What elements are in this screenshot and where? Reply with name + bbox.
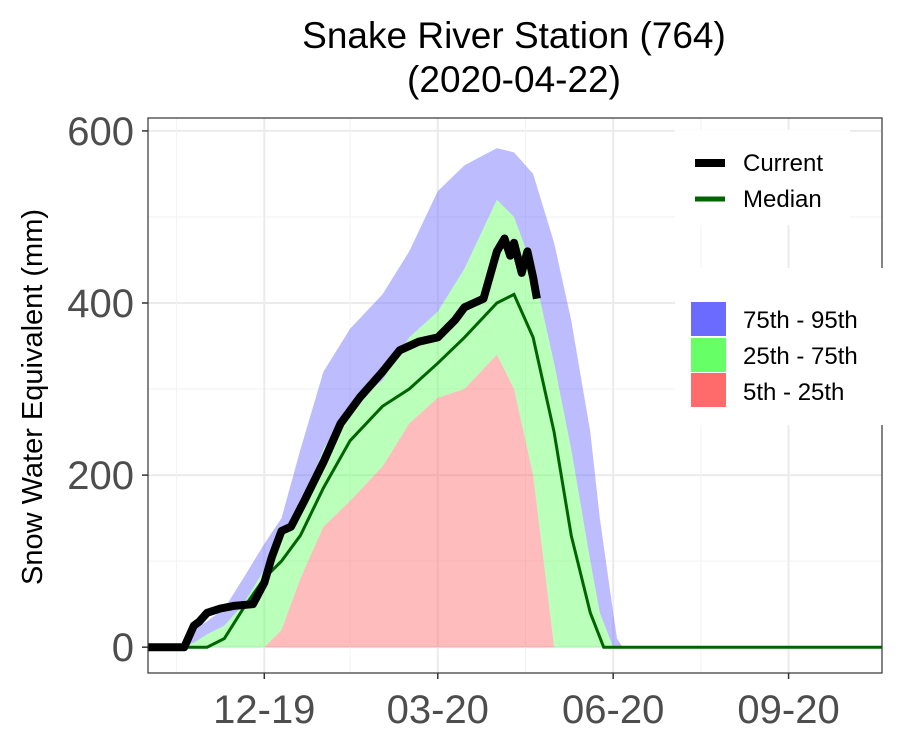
y-axis: 0 200 400 600 [67,110,148,670]
x-axis: 12-19 03-20 06-20 09-20 [213,673,840,732]
y-tick-label: 600 [67,110,134,154]
legend-lines: Current Median [675,130,850,225]
legend-median-label: Median [743,186,822,213]
legend-band-25-75-label: 25th - 75th [743,343,858,370]
current-line [148,234,541,652]
band-5-25-area [180,354,623,648]
x-tick-label: 09-20 [737,688,839,732]
x-tick-label: 03-20 [387,688,489,732]
legend-band-75-95-key [691,302,726,336]
legend-band-25-75-key [691,338,726,372]
legend-lines-background [675,130,850,225]
legend-band-5-25-key [691,373,726,407]
legend-band-5-25-label: 5th - 25th [743,379,844,406]
y-axis-title: Snow Water Equivalent (mm) [17,209,49,585]
x-tick-label: 12-19 [213,688,315,732]
band-25-75 [180,199,623,648]
legend-bands: 75th - 95th 25th - 75th 5th - 25th [675,268,885,425]
x-tick-label: 06-20 [562,688,664,732]
band-25-75-area [180,199,623,648]
band-5-25 [180,354,623,648]
legend-current-label: Current [743,150,823,177]
chart-title: Snake River Station (764) [302,15,726,56]
y-tick-label: 400 [67,282,134,326]
legend-band-75-95-label: 75th - 95th [743,307,858,334]
chart-subtitle: (2020-04-22) [407,59,621,100]
y-tick-label: 0 [112,626,134,670]
y-tick-label: 200 [67,454,134,498]
